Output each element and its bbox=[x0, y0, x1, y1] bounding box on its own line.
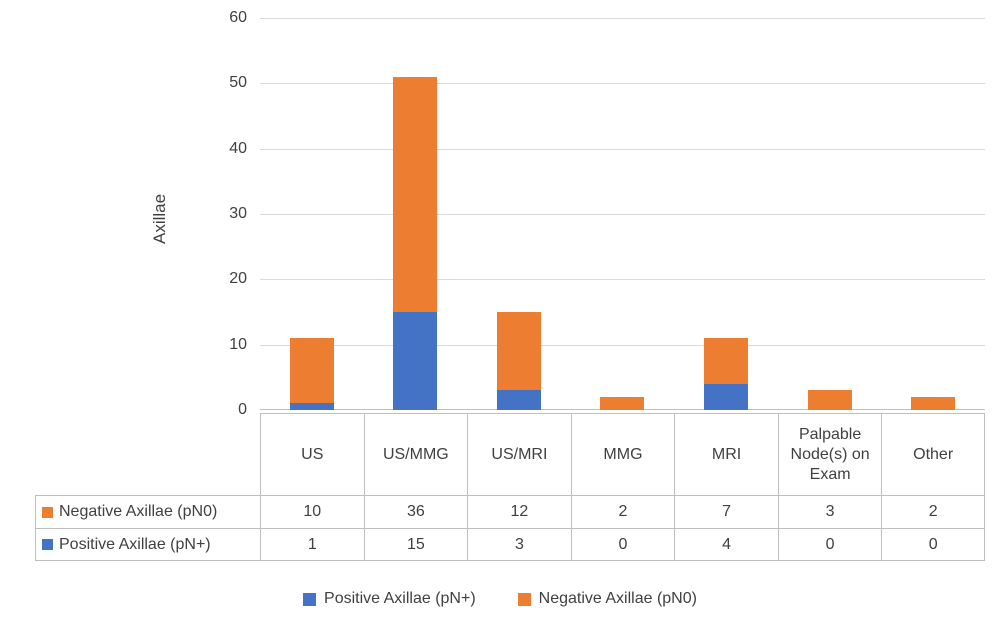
legend-swatch bbox=[517, 592, 531, 606]
series-label: Positive Axillae (pN+) bbox=[59, 535, 211, 553]
category-header-cell: MRI bbox=[674, 413, 778, 495]
chart-data-table: US US/MMG US/MRI MMG MRI Palpable Node(s) on … bbox=[35, 413, 985, 561]
y-axis-tick-labels: 0 10 20 30 40 50 60 bbox=[185, 9, 247, 418]
gridline bbox=[260, 344, 985, 346]
legend-label: Negative Axillae (pN0) bbox=[538, 590, 697, 607]
bar-segment bbox=[807, 390, 852, 410]
bar-column bbox=[467, 18, 571, 410]
category-header-cell: Other bbox=[881, 413, 985, 495]
category-header-cell: MMG bbox=[570, 413, 675, 495]
value-cell: 12 bbox=[467, 495, 571, 528]
gridline bbox=[260, 83, 985, 85]
bar-segment bbox=[496, 390, 541, 410]
value-cell: 4 bbox=[674, 528, 778, 561]
legend-item: Positive Axillae (pN+) bbox=[303, 590, 476, 608]
bar-column bbox=[571, 18, 675, 410]
bar-column bbox=[778, 18, 882, 410]
bar-column bbox=[881, 18, 985, 410]
legend-swatch bbox=[303, 592, 317, 606]
category-header-cell: Palpable Node(s) on Exam bbox=[777, 413, 882, 495]
series-key-swatch bbox=[42, 539, 53, 550]
series-label-cell: Positive Axillae (pN+) bbox=[35, 528, 260, 561]
gridline bbox=[260, 279, 985, 281]
bar-segment bbox=[289, 338, 334, 404]
gridline bbox=[260, 214, 985, 215]
gridline bbox=[260, 148, 985, 150]
bar-segment bbox=[289, 403, 334, 410]
value-cell: 3 bbox=[467, 528, 571, 561]
category-header-cell: US/MMG bbox=[363, 413, 468, 495]
series-label: Negative Axillae (pN0) bbox=[59, 503, 218, 520]
bar-segment bbox=[393, 312, 438, 410]
y-axis-tick-label: 10 bbox=[229, 335, 247, 353]
value-cell: 15 bbox=[363, 528, 468, 561]
bar-segment bbox=[496, 312, 541, 391]
bar-column bbox=[674, 18, 778, 410]
y-axis-tick-label: 40 bbox=[229, 139, 247, 157]
category-header-cell: US bbox=[260, 413, 364, 495]
bar-segment bbox=[600, 396, 645, 410]
plot-area bbox=[260, 18, 985, 410]
value-cell: 36 bbox=[363, 495, 468, 528]
bar-column bbox=[364, 18, 468, 410]
table-stub-spacer bbox=[35, 413, 260, 495]
series-key-swatch bbox=[42, 506, 53, 518]
value-cell: 2 bbox=[570, 495, 675, 528]
y-axis-tick-label: 0 bbox=[238, 401, 247, 418]
value-cell: 10 bbox=[260, 495, 364, 528]
legend-label: Positive Axillae (pN+) bbox=[324, 590, 476, 607]
value-cell: 0 bbox=[881, 528, 985, 561]
bar-column bbox=[260, 18, 364, 410]
value-cell: 0 bbox=[570, 528, 675, 561]
value-cell: 1 bbox=[260, 528, 364, 561]
chart-legend: Positive Axillae (pN+) Negative Axillae (… bbox=[0, 590, 1000, 608]
bar-segment bbox=[704, 383, 749, 410]
series-label-cell: Negative Axillae (pN0) bbox=[35, 495, 260, 528]
gridline bbox=[260, 18, 985, 19]
y-axis-title: Axillae bbox=[150, 193, 169, 244]
y-axis-tick-label: 30 bbox=[229, 205, 247, 222]
legend-item: Negative Axillae (pN0) bbox=[517, 590, 697, 608]
category-header-cell: US/MRI bbox=[467, 413, 571, 495]
value-cell: 3 bbox=[777, 495, 882, 528]
bar-segment bbox=[911, 396, 956, 410]
y-axis-tick-label: 60 bbox=[229, 9, 247, 26]
y-axis-tick-label: 50 bbox=[229, 74, 247, 92]
bar-segment bbox=[393, 76, 438, 312]
bar-segment bbox=[704, 338, 749, 384]
value-cell: 2 bbox=[881, 495, 985, 528]
value-cell: 0 bbox=[777, 528, 882, 561]
value-cell: 7 bbox=[674, 495, 778, 528]
y-axis-tick-label: 20 bbox=[229, 270, 247, 288]
